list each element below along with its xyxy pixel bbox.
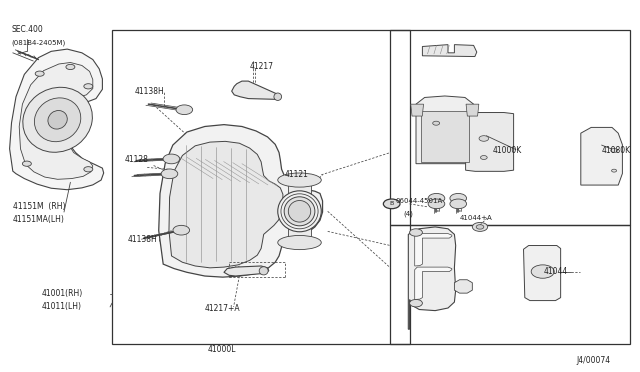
Circle shape <box>176 227 186 233</box>
Bar <box>390 30 630 225</box>
Text: 41128: 41128 <box>125 155 148 164</box>
Polygon shape <box>415 267 452 299</box>
Circle shape <box>84 167 93 172</box>
Text: 41000K: 41000K <box>493 146 522 155</box>
Circle shape <box>173 225 189 235</box>
Text: 41044: 41044 <box>544 267 568 276</box>
Text: 41151MA(LH): 41151MA(LH) <box>13 215 65 224</box>
Circle shape <box>428 193 445 203</box>
Circle shape <box>410 229 422 236</box>
Circle shape <box>84 84 93 89</box>
Bar <box>112 30 410 344</box>
Text: B: B <box>390 201 394 206</box>
Text: 41217+A: 41217+A <box>205 304 241 313</box>
Text: 41000L: 41000L <box>208 345 237 354</box>
Polygon shape <box>422 45 477 57</box>
Ellipse shape <box>274 93 282 100</box>
Text: 41080K: 41080K <box>602 146 631 155</box>
Circle shape <box>164 171 175 177</box>
Polygon shape <box>10 49 104 190</box>
Polygon shape <box>19 62 93 179</box>
Polygon shape <box>524 246 561 301</box>
Polygon shape <box>466 104 479 116</box>
Text: (4): (4) <box>403 211 413 217</box>
Text: 41217: 41217 <box>250 62 274 71</box>
Circle shape <box>479 136 489 141</box>
Circle shape <box>476 225 484 229</box>
Text: 41121: 41121 <box>285 170 308 179</box>
Ellipse shape <box>259 267 268 275</box>
Polygon shape <box>169 141 283 268</box>
Polygon shape <box>224 266 269 276</box>
Circle shape <box>450 193 467 203</box>
Text: SEC.400: SEC.400 <box>12 25 44 34</box>
Ellipse shape <box>48 110 67 129</box>
Polygon shape <box>466 112 514 171</box>
Circle shape <box>22 161 31 166</box>
Circle shape <box>179 107 189 113</box>
Text: 06044-4501A: 06044-4501A <box>396 198 443 204</box>
Circle shape <box>612 169 616 172</box>
Polygon shape <box>159 125 323 277</box>
Circle shape <box>431 195 442 201</box>
Circle shape <box>450 199 467 209</box>
Polygon shape <box>411 104 424 116</box>
Text: J4/00074: J4/00074 <box>576 356 610 365</box>
Text: 41151M  (RH): 41151M (RH) <box>13 202 65 211</box>
Ellipse shape <box>289 201 311 222</box>
Text: 41001(RH): 41001(RH) <box>42 289 83 298</box>
Text: (081B4-2405M): (081B4-2405M) <box>12 39 66 46</box>
Circle shape <box>453 195 463 201</box>
Text: 41011(LH): 41011(LH) <box>42 302 82 311</box>
Polygon shape <box>408 227 456 329</box>
Circle shape <box>433 121 440 125</box>
Text: 41138H: 41138H <box>134 87 164 96</box>
Circle shape <box>431 201 442 207</box>
Circle shape <box>481 155 487 160</box>
Circle shape <box>383 199 400 209</box>
Circle shape <box>428 199 445 209</box>
Circle shape <box>611 148 618 153</box>
Polygon shape <box>415 234 452 266</box>
Circle shape <box>66 64 75 70</box>
Circle shape <box>176 105 193 115</box>
Ellipse shape <box>23 87 92 152</box>
Text: 41044+A: 41044+A <box>460 215 492 221</box>
Ellipse shape <box>284 197 315 226</box>
Ellipse shape <box>278 235 321 250</box>
Polygon shape <box>454 280 472 293</box>
Polygon shape <box>232 81 279 99</box>
Bar <box>390 225 630 344</box>
Ellipse shape <box>278 191 321 232</box>
Polygon shape <box>288 180 311 242</box>
Polygon shape <box>581 128 622 185</box>
Ellipse shape <box>35 98 81 142</box>
Polygon shape <box>416 96 474 164</box>
Text: 41138H: 41138H <box>128 235 157 244</box>
Ellipse shape <box>278 173 321 187</box>
Circle shape <box>35 71 44 76</box>
Circle shape <box>163 154 180 164</box>
Circle shape <box>472 222 488 231</box>
Circle shape <box>531 265 554 278</box>
Circle shape <box>166 156 177 162</box>
Circle shape <box>161 169 178 179</box>
Circle shape <box>410 299 422 307</box>
Polygon shape <box>420 111 469 163</box>
Circle shape <box>453 201 463 207</box>
